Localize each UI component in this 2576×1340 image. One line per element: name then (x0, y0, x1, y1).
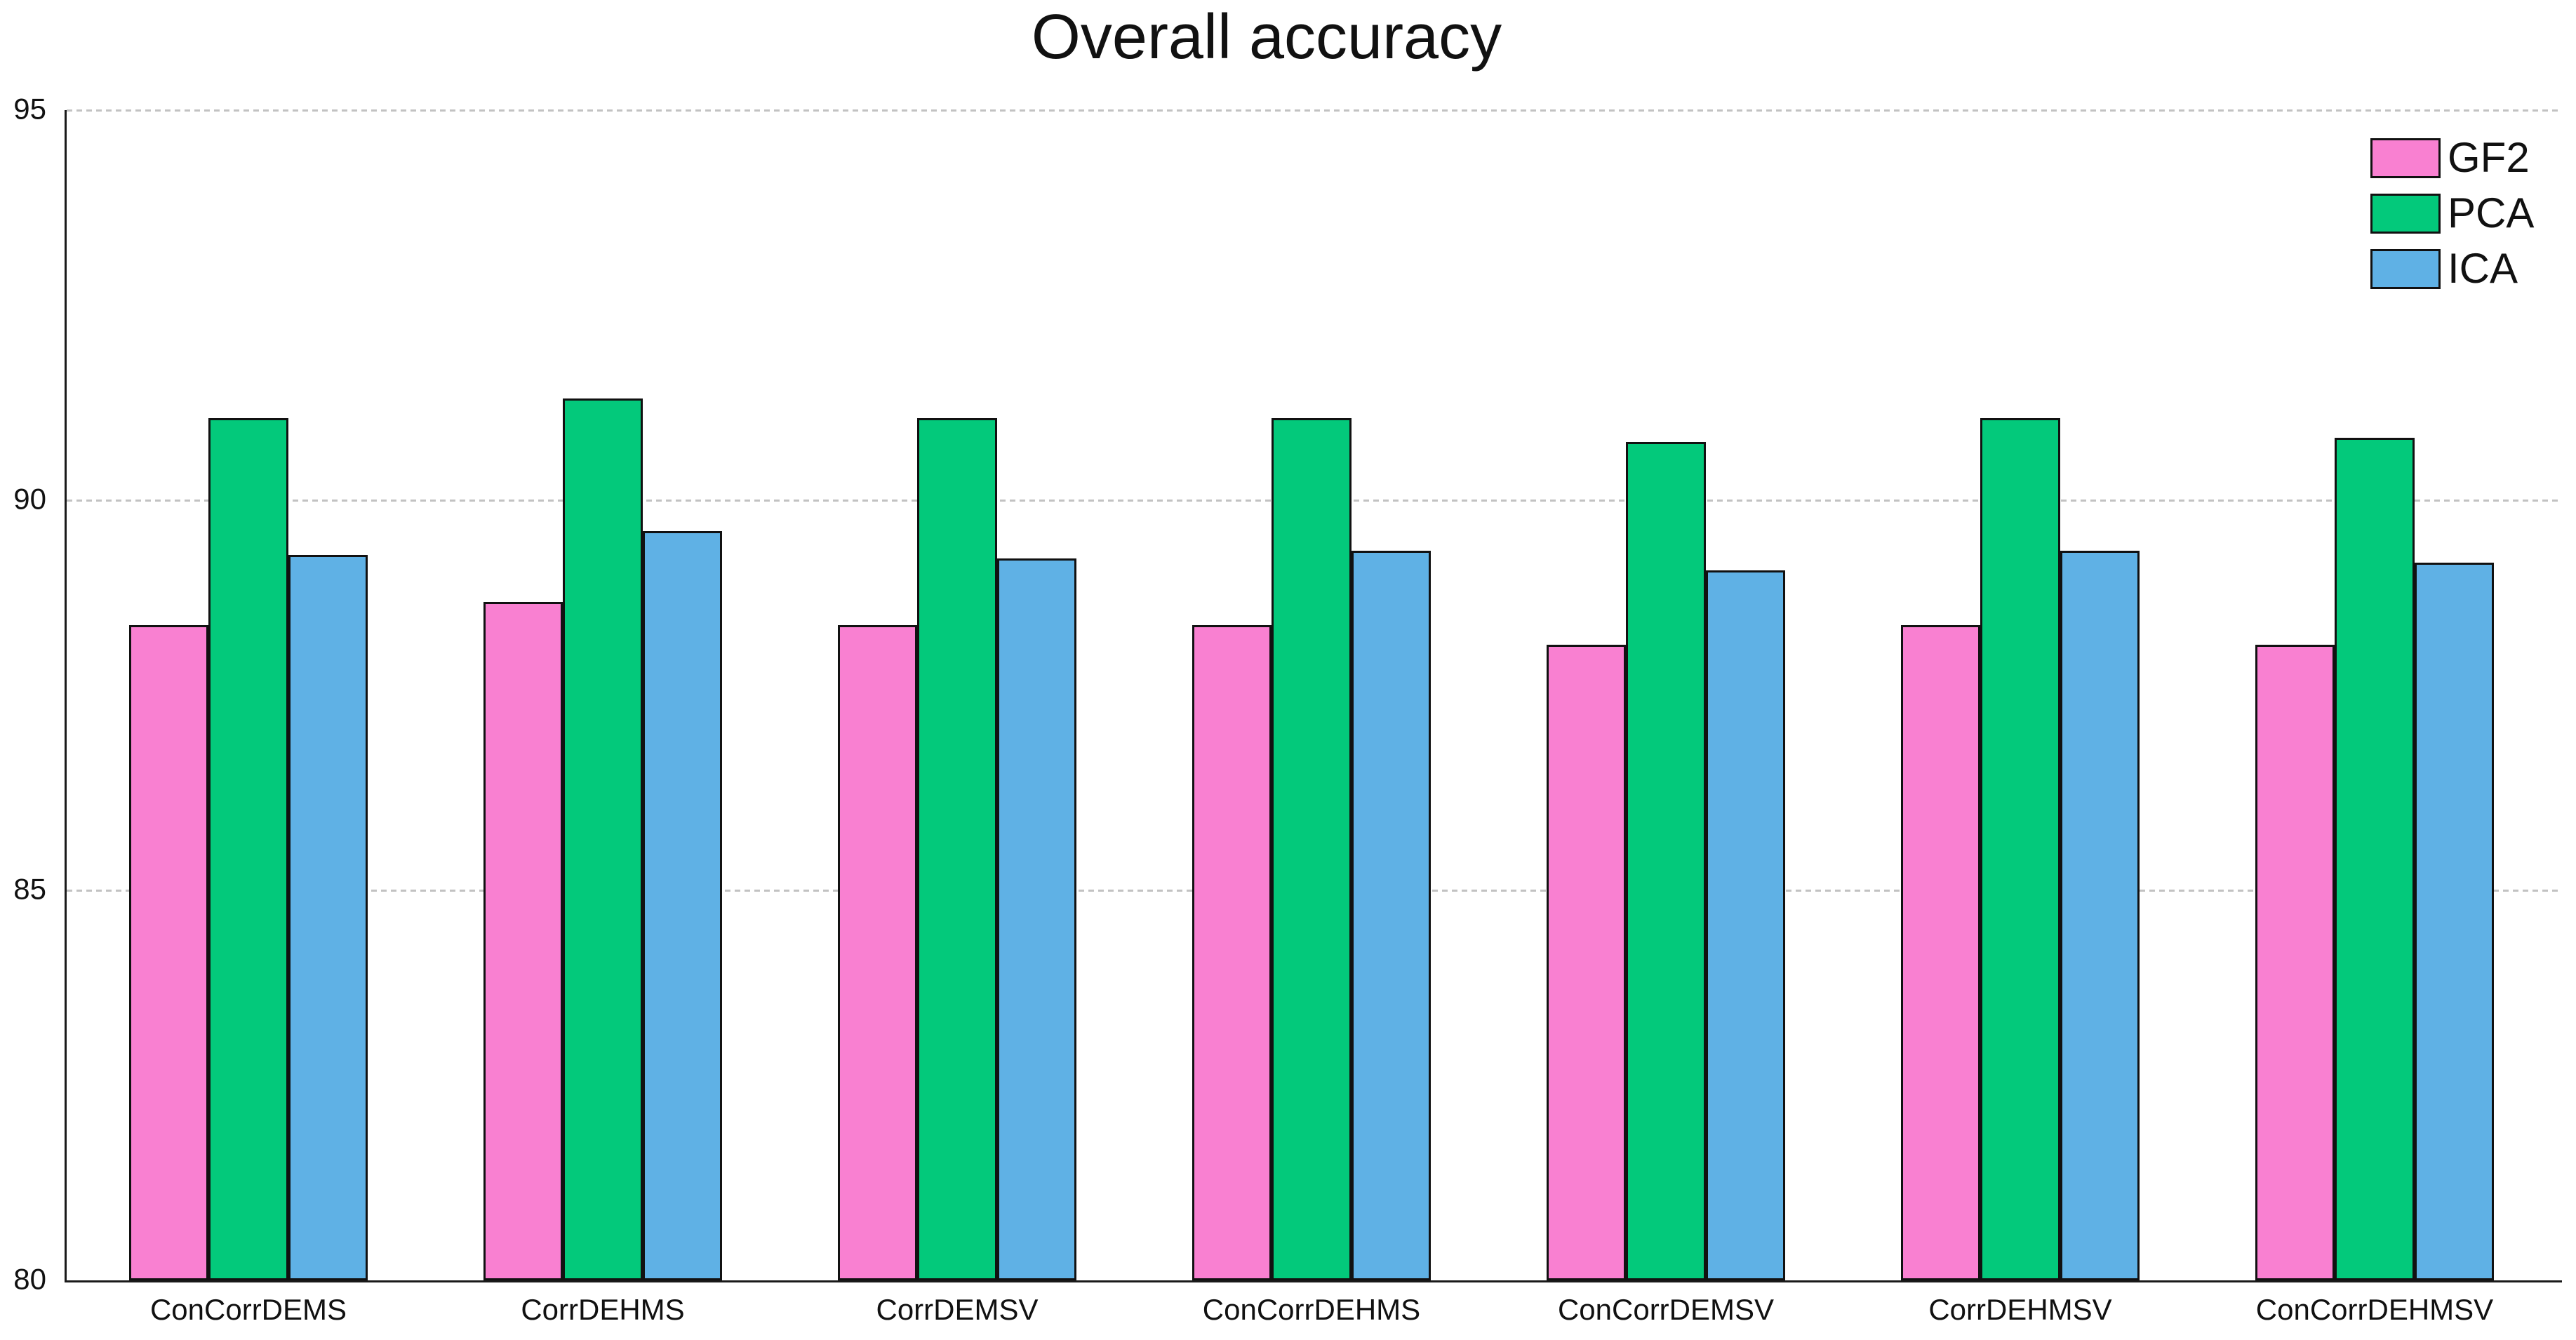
bar-GF2-ConCorrDEMSV (1546, 644, 1627, 1280)
bar-ICA-ConCorrDEMS (288, 554, 368, 1280)
chart-title: Overall accuracy (1031, 2, 1502, 72)
bar-GF2-CorrDEMSV (837, 624, 918, 1280)
gridline-95 (67, 109, 2562, 112)
x-category-label-ConCorrDEHMS: ConCorrDEHMS (1202, 1293, 1421, 1326)
bar-GF2-ConCorrDEHMSV (2255, 644, 2335, 1280)
y-tick-label-80: 80 (13, 1262, 46, 1296)
bar-GF2-CorrDEHMS (483, 601, 563, 1280)
x-category-label-CorrDEMSV: CorrDEMSV (876, 1293, 1039, 1326)
bar-ICA-ConCorrDEHMS (1351, 551, 1432, 1280)
bar-ICA-ConCorrDEMSV (1705, 570, 1786, 1280)
bar-GF2-ConCorrDEMS (128, 624, 209, 1280)
legend-item-ICA: ICA (2370, 248, 2534, 290)
legend-label-GF2: GF2 (2448, 134, 2530, 181)
bar-GF2-ConCorrDEHMS (1192, 624, 1272, 1280)
legend-swatch-ICA (2370, 248, 2441, 289)
y-tick-label-95: 95 (13, 92, 46, 126)
x-category-label-ConCorrDEMS: ConCorrDEMS (149, 1293, 347, 1326)
bar-PCA-ConCorrDEHMSV (2335, 438, 2415, 1280)
legend-label-PCA: PCA (2448, 189, 2535, 236)
bar-ICA-ConCorrDEHMSV (2414, 562, 2495, 1280)
x-category-label-ConCorrDEMSV: ConCorrDEMSV (1557, 1293, 1775, 1326)
legend-swatch-PCA (2370, 193, 2441, 234)
bar-GF2-CorrDEHMSV (1900, 624, 1981, 1280)
legend-label-ICA: ICA (2448, 245, 2518, 292)
legend-item-PCA: PCA (2370, 192, 2534, 234)
bar-ICA-CorrDEMSV (996, 558, 1077, 1280)
bar-ICA-CorrDEHMS (642, 531, 723, 1280)
bar-PCA-CorrDEHMS (563, 398, 643, 1280)
legend-item-GF2: GF2 (2370, 137, 2534, 179)
bar-PCA-CorrDEHMSV (1980, 418, 2060, 1280)
bar-PCA-ConCorrDEMS (208, 418, 288, 1280)
y-tick-label-85: 85 (13, 872, 46, 906)
bar-PCA-CorrDEMSV (917, 418, 997, 1280)
legend-swatch-GF2 (2370, 138, 2441, 178)
x-category-label-CorrDEHMS: CorrDEHMS (521, 1293, 685, 1326)
x-category-label-ConCorrDEHMSV: ConCorrDEHMSV (2255, 1293, 2494, 1326)
bar-PCA-ConCorrDEMSV (1626, 441, 1706, 1280)
bar-PCA-ConCorrDEHMS (1272, 418, 1352, 1280)
bar-ICA-CorrDEHMSV (2060, 551, 2140, 1280)
legend: GF2 PCA ICA (2370, 137, 2534, 290)
y-tick-label-90: 90 (13, 482, 46, 516)
x-category-label-CorrDEHMSV: CorrDEHMSV (1928, 1293, 2112, 1326)
